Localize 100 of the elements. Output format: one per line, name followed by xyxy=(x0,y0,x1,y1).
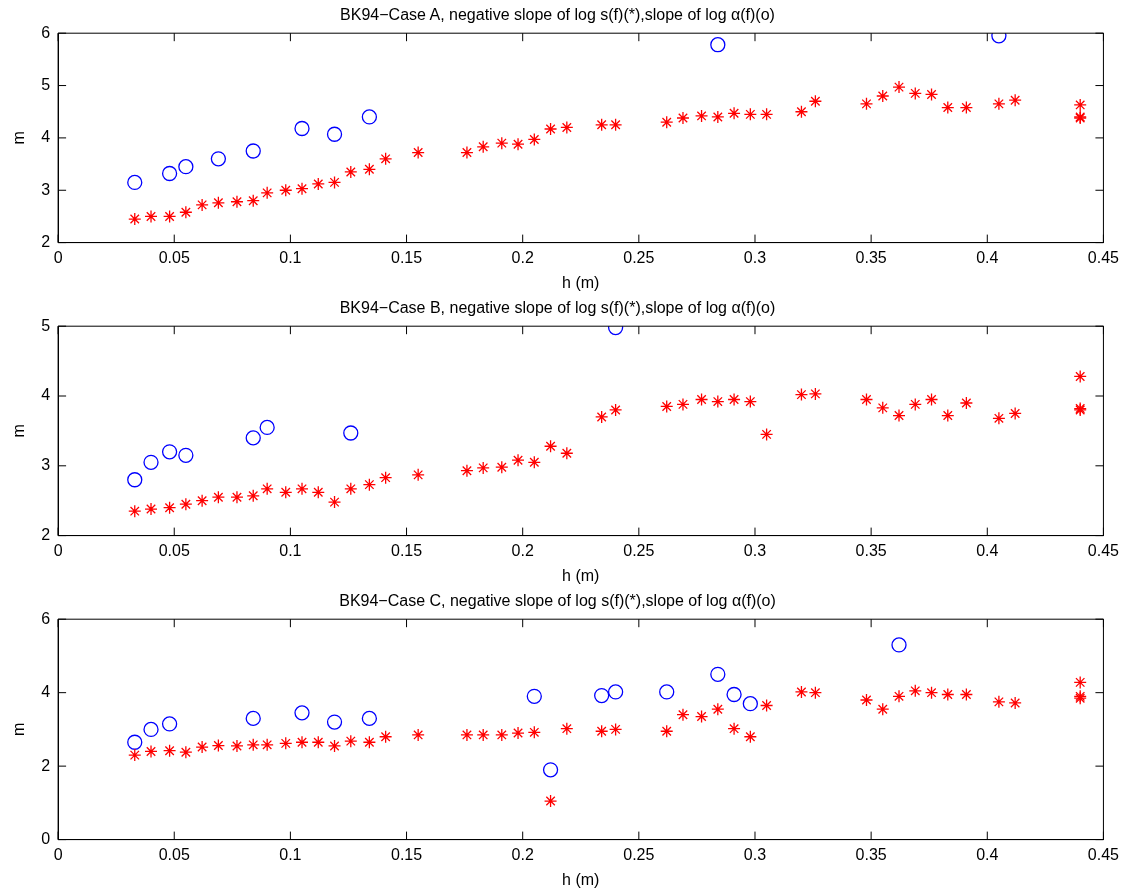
point xyxy=(694,109,709,123)
point xyxy=(179,745,193,759)
point xyxy=(495,460,509,474)
point xyxy=(608,118,623,132)
point xyxy=(1073,369,1087,384)
point xyxy=(959,396,974,410)
point xyxy=(361,710,378,727)
point xyxy=(1008,93,1022,107)
point xyxy=(127,472,143,488)
point xyxy=(143,454,159,470)
point xyxy=(527,455,541,469)
point xyxy=(660,399,674,414)
point xyxy=(543,439,558,453)
point xyxy=(794,685,809,699)
x-tick-label: 0.15 xyxy=(390,248,423,266)
x-axis-title: h (m) xyxy=(562,273,600,291)
x-tick-label: 0.25 xyxy=(623,248,655,266)
point xyxy=(743,107,757,121)
point xyxy=(959,100,974,115)
point xyxy=(230,195,244,209)
point xyxy=(161,716,178,732)
point xyxy=(992,97,1006,111)
point xyxy=(460,145,474,160)
x-tick-label: 0.05 xyxy=(158,541,190,559)
point xyxy=(195,740,209,754)
point xyxy=(179,205,193,219)
point xyxy=(594,687,610,704)
point xyxy=(711,394,725,409)
point xyxy=(144,744,158,759)
point xyxy=(411,145,425,160)
point xyxy=(326,126,343,142)
point xyxy=(542,762,559,778)
point xyxy=(211,738,226,753)
point xyxy=(161,444,178,460)
point xyxy=(211,196,226,210)
point xyxy=(595,410,609,424)
point xyxy=(361,109,378,125)
chart-title: BK94−Case A, negative slope of log s(f)(*),slope of log α(f)(o) xyxy=(340,6,775,24)
point xyxy=(362,735,377,749)
point xyxy=(808,387,823,401)
point xyxy=(295,482,309,496)
x-tick-label: 0.3 xyxy=(743,248,767,266)
point xyxy=(924,392,939,407)
point xyxy=(794,105,809,119)
point xyxy=(294,705,310,721)
point xyxy=(245,710,261,727)
point xyxy=(892,408,906,423)
point xyxy=(343,425,359,441)
point xyxy=(344,165,358,179)
y-tick-label: 6 xyxy=(41,609,51,627)
y-tick-label: 4 xyxy=(41,128,51,146)
point xyxy=(260,738,274,752)
point xyxy=(295,182,309,196)
point xyxy=(711,702,725,716)
point xyxy=(1008,406,1022,421)
point xyxy=(727,392,741,407)
point xyxy=(259,419,275,436)
point xyxy=(476,140,490,154)
point xyxy=(511,137,525,151)
x-tick-label: 0.1 xyxy=(279,248,302,266)
x-tick-label: 0.15 xyxy=(390,541,423,559)
point xyxy=(908,86,922,101)
x-tick-label: 0.05 xyxy=(158,845,190,863)
point xyxy=(759,107,774,121)
y-axis-title: m xyxy=(10,131,28,145)
x-tick-label: 0.15 xyxy=(390,845,423,863)
x-tick-label: 0 xyxy=(53,541,63,559)
point xyxy=(245,143,261,159)
point xyxy=(859,693,874,707)
y-tick-label: 2 xyxy=(41,756,51,774)
point xyxy=(924,87,939,102)
point xyxy=(161,165,178,182)
point xyxy=(128,748,142,762)
point xyxy=(230,490,244,504)
x-tick-label: 0.4 xyxy=(976,248,999,266)
point xyxy=(327,739,342,753)
point xyxy=(460,464,474,478)
point xyxy=(1073,675,1087,690)
chart-title: BK94−Case B, negative slope of log s(f)(*),slope of log α(f)(o) xyxy=(339,299,776,317)
point xyxy=(676,397,690,412)
point xyxy=(411,728,425,742)
point xyxy=(560,446,574,460)
point xyxy=(279,485,293,499)
point xyxy=(560,120,574,135)
point xyxy=(162,744,177,758)
point xyxy=(941,687,955,702)
point xyxy=(128,504,142,518)
point xyxy=(143,721,159,738)
point xyxy=(660,115,674,129)
x-tick-label: 0.25 xyxy=(623,845,655,863)
point xyxy=(162,501,177,515)
point xyxy=(710,666,726,682)
y-tick-label: 2 xyxy=(41,526,51,544)
point xyxy=(660,724,674,738)
point xyxy=(476,461,490,475)
y-tick-label: 4 xyxy=(41,683,51,701)
point xyxy=(311,485,325,499)
y-axis-title: m xyxy=(10,722,28,737)
x-tick-label: 0.25 xyxy=(623,541,655,559)
y-tick-label: 3 xyxy=(41,456,51,474)
